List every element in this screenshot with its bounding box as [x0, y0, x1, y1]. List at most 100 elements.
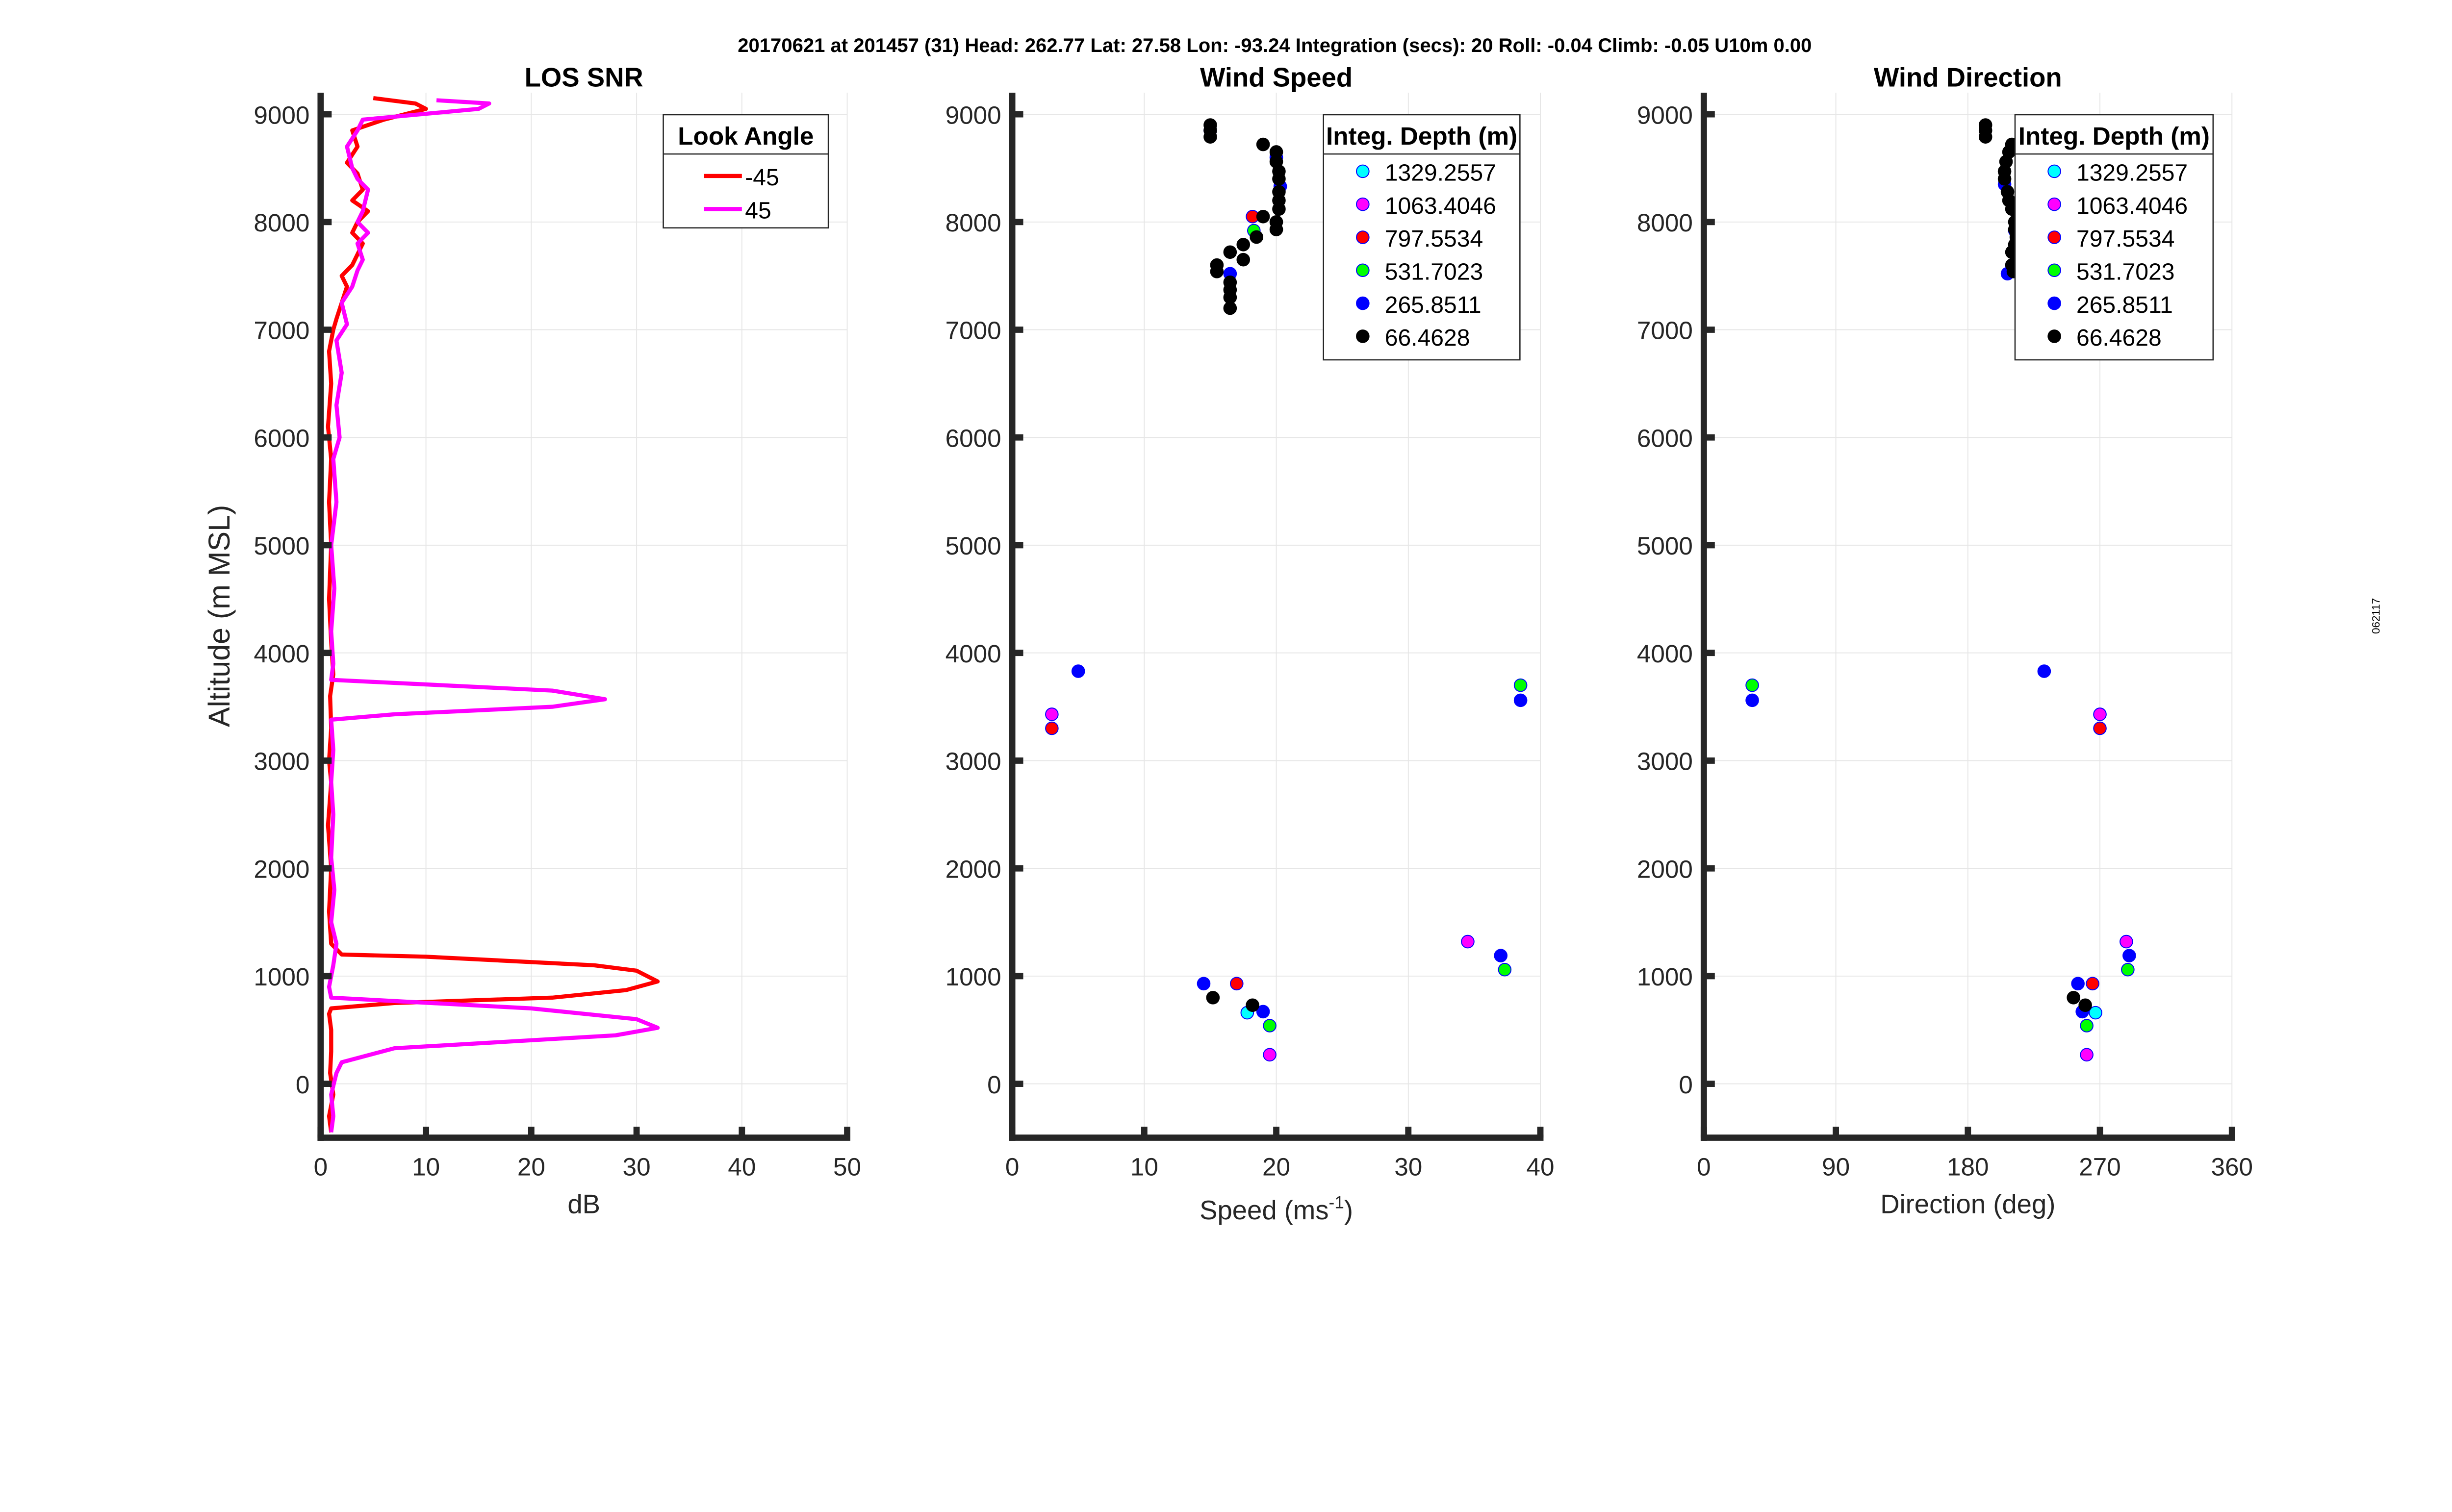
data-point-265.8511 [1494, 949, 1508, 962]
data-point-66.4628 [1256, 137, 1270, 151]
legend-marker-531.7023 [2047, 263, 2061, 277]
y-tick-label: 6000 [1637, 424, 1693, 452]
data-point-265.8511 [1513, 693, 1528, 707]
data-point-66.4628 [1997, 172, 2012, 186]
y-tick-label: 9000 [254, 101, 309, 129]
data-point-66.4628 [2078, 998, 2092, 1012]
series-line--45 [326, 96, 660, 1133]
y-tick-label: 5000 [1637, 532, 1693, 560]
legend-label: 1329.2557 [2076, 160, 2188, 186]
y-tick-label: 1000 [1637, 963, 1693, 991]
legend: Integ. Depth (m) 1329.2557 1063.4046 797.55… [1323, 114, 1521, 361]
data-point-66.4628 [1210, 265, 1224, 278]
y-tick-label: 7000 [254, 317, 309, 345]
legend-marker-66.4628 [1356, 329, 1370, 343]
data-point-66.4628 [1223, 301, 1237, 315]
y-tick-label: 8000 [1637, 209, 1693, 237]
legend: Look Angle -45 45 [663, 114, 829, 229]
legend-label: 531.7023 [1385, 259, 1483, 285]
y-tick-label: 6000 [254, 424, 309, 452]
data-point-797.5534 [1230, 977, 1244, 991]
legend-marker-1063.4046 [2047, 197, 2061, 211]
data-point-66.4628 [1206, 991, 1220, 1005]
x-tick-label: 10 [412, 1153, 440, 1181]
data-point-66.4628 [1246, 998, 1259, 1012]
y-axis-label: Altitude (m MSL) [203, 505, 236, 727]
x-tick-label: 40 [1527, 1153, 1555, 1181]
y-tick-label: 9000 [945, 101, 1001, 129]
x-tick-label: 90 [1822, 1153, 1850, 1181]
x-axis-label-end: ) [1344, 1195, 1353, 1225]
legend-label: 797.5534 [2076, 226, 2174, 252]
legend-label: 797.5534 [1385, 226, 1483, 252]
y-tick-label: 4000 [945, 640, 1001, 668]
y-tick-label: 8000 [945, 209, 1001, 237]
data-point-265.8511 [1745, 693, 1759, 707]
legend-marker-797.5534 [2047, 230, 2061, 244]
y-tick-label: 4000 [254, 640, 309, 668]
y-tick-label: 1000 [254, 963, 309, 991]
x-tick-label: 270 [2079, 1153, 2121, 1181]
legend-label: 66.4628 [1385, 325, 1470, 351]
data-point-265.8511 [1071, 664, 1085, 678]
data-point-1063.4046 [2093, 707, 2107, 721]
legend-label: 265.8511 [1385, 292, 1481, 318]
side-label: 062117 [2370, 598, 2382, 634]
legend-marker-797.5534 [1356, 230, 1370, 244]
data-point-66.4628 [2067, 991, 2080, 1005]
data-point-531.7023 [1513, 678, 1528, 692]
panel-title: Wind Speed [1200, 62, 1353, 92]
data-point-1063.4046 [1461, 934, 1475, 949]
y-tick-label: 0 [296, 1071, 310, 1099]
legend-label: 1063.4046 [2076, 193, 2188, 219]
x-tick-label: 50 [833, 1153, 861, 1181]
x-tick-label: 180 [1947, 1153, 1989, 1181]
legend-label: 265.8511 [2076, 292, 2173, 318]
data-point-66.4628 [1236, 238, 1251, 252]
legend-label: 45 [745, 198, 771, 224]
data-point-66.4628 [1250, 230, 1263, 244]
legend-label: -45 [745, 164, 779, 191]
x-tick-label: 0 [1005, 1153, 1020, 1181]
y-tick-label: 0 [987, 1071, 1001, 1099]
x-tick-label: 20 [1262, 1153, 1290, 1181]
x-axis-label-superscript: -1 [1329, 1193, 1344, 1212]
x-tick-label: 360 [2211, 1153, 2253, 1181]
legend-title: Integ. Depth (m) [2018, 122, 2210, 150]
data-point-1063.4046 [2080, 1048, 2094, 1062]
x-axis-label: Direction (deg) [1880, 1189, 2055, 1219]
x-tick-label: 40 [728, 1153, 756, 1181]
los-snr-panel: LOS SNR 0 10 20 30 40 50 0 1000 2000 3000 4000 5000 6… [203, 62, 861, 1219]
legend-marker-1063.4046 [1356, 197, 1370, 211]
data-point-265.8511 [2071, 977, 2085, 991]
wind-direction-panel: Wind Direction 0 90 180 270 360 0 1000 2000 3000 4… [1637, 62, 2253, 1219]
data-point-265.8511 [2037, 664, 2051, 678]
panel-title: Wind Direction [1874, 62, 2062, 92]
legend: Integ. Depth (m) 1329.2557 1063.4046 797.55… [2014, 114, 2214, 361]
y-tick-label: 6000 [945, 424, 1001, 452]
x-tick-label: 20 [517, 1153, 545, 1181]
y-tick-label: 2000 [254, 855, 309, 883]
legend-marker-531.7023 [1356, 263, 1370, 277]
legend-label: 66.4628 [2076, 325, 2162, 351]
x-tick-label: 30 [1394, 1153, 1422, 1181]
data-point-1063.4046 [2120, 934, 2133, 949]
legend-marker-1329.2557 [2047, 164, 2061, 178]
legend-label: 1329.2557 [1385, 160, 1496, 186]
data-point-66.4628 [1978, 130, 1992, 144]
data-point-797.5534 [2093, 721, 2107, 735]
y-tick-label: 9000 [1637, 101, 1693, 129]
legend-box [663, 114, 829, 229]
x-tick-label: 10 [1130, 1153, 1158, 1181]
x-axis-label: Speed (ms-1) [1200, 1193, 1353, 1225]
y-tick-label: 2000 [1637, 855, 1693, 883]
legend-marker-66.4628 [2047, 329, 2061, 343]
y-tick-label: 1000 [945, 963, 1001, 991]
legend-marker-265.8511 [2047, 296, 2061, 310]
y-tick-label: 8000 [254, 209, 309, 237]
y-tick-label: 3000 [945, 748, 1001, 776]
x-tick-label: 0 [1697, 1153, 1711, 1181]
y-tick-label: 5000 [254, 532, 309, 560]
data-point-66.4628 [1203, 130, 1217, 144]
figure: 20170621 at 201457 (31) Head: 262.77 Lat… [203, 35, 2382, 1225]
